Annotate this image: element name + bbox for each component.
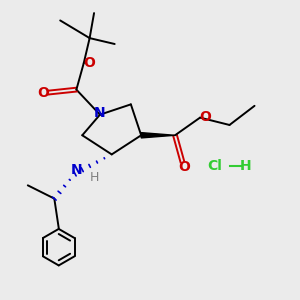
- Text: O: O: [37, 85, 49, 100]
- Text: H: H: [89, 172, 99, 184]
- Text: O: O: [200, 110, 211, 124]
- Text: O: O: [178, 160, 190, 174]
- Text: H: H: [240, 159, 251, 173]
- Text: N: N: [70, 163, 82, 177]
- Polygon shape: [141, 133, 175, 138]
- Text: Cl: Cl: [207, 159, 222, 173]
- Text: O: O: [83, 56, 95, 70]
- Text: N: N: [94, 106, 106, 120]
